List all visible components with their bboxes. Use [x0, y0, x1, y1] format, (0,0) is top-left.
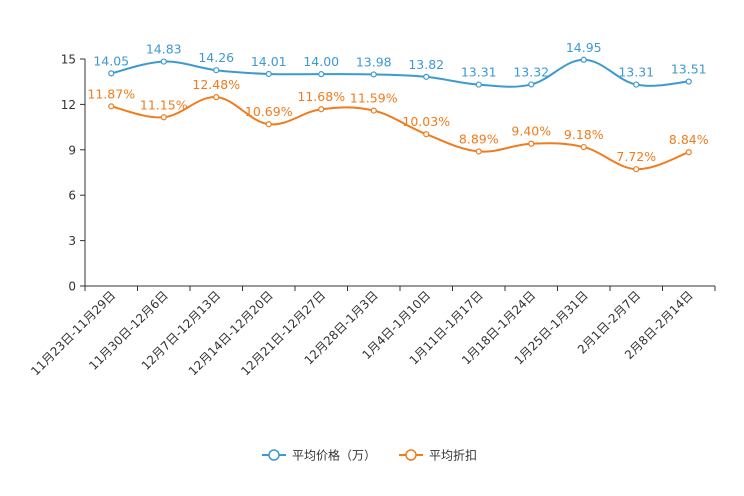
data-point[interactable]	[108, 70, 115, 77]
data-label: 13.51	[671, 62, 707, 77]
data-point[interactable]	[265, 70, 272, 78]
legend[interactable]: 平均价格（万） 平均折扣	[262, 448, 477, 463]
legend-item-0[interactable]: 平均价格（万）	[262, 448, 376, 463]
data-point[interactable]	[475, 81, 482, 88]
data-label: 8.84%	[669, 132, 709, 147]
data-point[interactable]	[685, 78, 692, 85]
data-point[interactable]	[528, 81, 535, 88]
data-point[interactable]	[318, 106, 325, 113]
data-labels: 14.05 14.83 14.26 14.01 14.00 13.98 13.82 13.31…	[87, 40, 708, 164]
series-layer	[108, 56, 692, 173]
data-label: 9.40%	[511, 124, 551, 139]
data-point[interactable]	[423, 73, 430, 80]
data-label: 14.26	[198, 50, 234, 65]
data-label: 11.15%	[140, 97, 188, 112]
series-line-1	[111, 96, 690, 171]
data-label: 7.72%	[616, 149, 656, 164]
data-label: 10.03%	[402, 114, 450, 129]
data-label: 14.95	[566, 40, 602, 55]
data-point[interactable]	[213, 94, 220, 101]
y-tick-label: 3	[68, 234, 76, 248]
legend-label: 平均折扣	[429, 448, 477, 463]
y-tick-label: 15	[61, 53, 76, 67]
data-label: 11.87%	[87, 86, 135, 101]
data-label: 13.31	[461, 65, 497, 80]
data-point[interactable]	[265, 121, 272, 128]
data-label: 14.00	[303, 54, 339, 69]
legend-marker-icon	[405, 449, 417, 461]
data-point[interactable]	[528, 140, 535, 147]
y-tick-label: 9	[68, 143, 76, 157]
data-label: 12.48%	[192, 77, 240, 92]
data-point[interactable]	[580, 56, 587, 63]
data-label: 14.83	[146, 42, 182, 57]
data-label: 13.98	[356, 54, 392, 69]
legend-label: 平均价格（万）	[292, 448, 376, 463]
data-label: 13.82	[408, 57, 444, 72]
y-tick-label: 0	[68, 280, 76, 294]
data-point[interactable]	[370, 107, 377, 114]
data-point[interactable]	[160, 114, 167, 121]
data-label: 14.05	[93, 53, 129, 68]
legend-item-1[interactable]: 平均折扣	[399, 448, 477, 463]
data-point[interactable]	[423, 131, 430, 138]
data-point[interactable]	[108, 103, 115, 110]
y-tick-label: 6	[68, 189, 76, 203]
data-point[interactable]	[633, 81, 640, 88]
data-label: 10.69%	[245, 104, 293, 119]
data-point[interactable]	[685, 149, 692, 156]
x-tick-label: 11月23日-11月29日	[28, 288, 118, 378]
data-label: 13.31	[618, 65, 654, 80]
data-point[interactable]	[160, 58, 167, 65]
data-label: 14.01	[251, 54, 287, 69]
data-label: 13.32	[513, 64, 549, 79]
data-point[interactable]	[580, 143, 587, 151]
data-label: 11.68%	[297, 89, 345, 104]
data-point[interactable]	[213, 67, 220, 74]
data-label: 9.18%	[564, 127, 604, 142]
y-tick-label: 12	[61, 98, 76, 112]
data-point[interactable]	[633, 166, 640, 173]
data-label: 11.59%	[350, 91, 398, 106]
data-point[interactable]	[370, 71, 377, 78]
data-point[interactable]	[475, 148, 482, 155]
legend-marker-icon	[268, 449, 280, 461]
data-point[interactable]	[318, 71, 325, 78]
series-line-0	[111, 58, 689, 88]
data-label: 8.89%	[459, 131, 499, 146]
